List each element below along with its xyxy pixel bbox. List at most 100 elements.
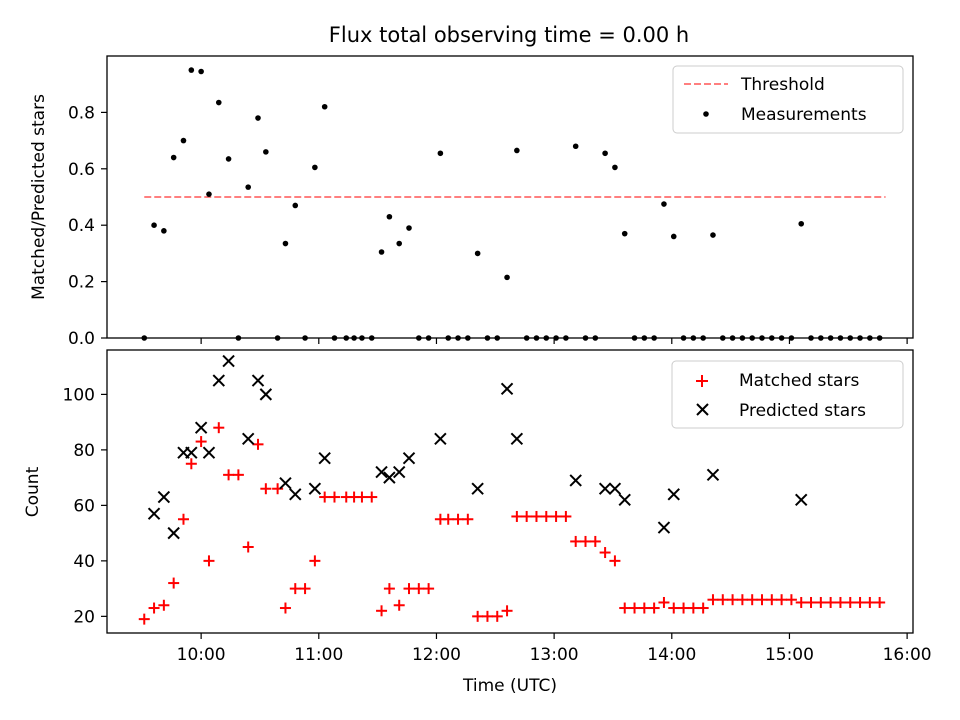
bottom-panel: 20 40 60 80 100 10:00 11:00 12:00 13:00 14:00 15:…	[23, 349, 932, 696]
measurement-point	[582, 335, 589, 341]
predicted-star-point	[608, 482, 622, 495]
predicted-star-point	[569, 474, 582, 487]
measurement-point	[255, 115, 261, 121]
matched-star-point	[328, 491, 340, 503]
matched-star-point	[844, 596, 856, 608]
matched-star-point	[795, 596, 807, 608]
matched-star-point	[232, 469, 244, 481]
measurement-point	[494, 335, 501, 341]
x-axis-label: Time (UTC)	[462, 676, 557, 696]
matched-star-point	[776, 594, 788, 606]
predicted-star-point	[289, 488, 302, 501]
measurement-point	[437, 150, 444, 157]
legend-measurements-label: Measurements	[741, 105, 867, 125]
matched-star-point	[289, 583, 301, 595]
bottom-x-axis: 10:00 11:00 12:00 13:00 14:00 15:00 16:00	[177, 633, 932, 665]
measurement-point	[386, 213, 393, 220]
predicted-star-point	[598, 482, 612, 495]
measurement-point	[700, 335, 706, 341]
matched-star-point	[223, 469, 235, 481]
matched-star-point	[138, 613, 150, 625]
matched-star-point	[785, 594, 797, 606]
measurement-point	[425, 335, 432, 341]
measurement-point	[455, 335, 461, 341]
bottom-legend-frame	[671, 360, 904, 429]
matched-star-point	[521, 510, 533, 522]
matched-star-point	[168, 577, 180, 589]
measurement-point	[396, 240, 402, 247]
measurement-point	[690, 335, 697, 341]
measurement-point	[739, 335, 746, 341]
matched-star-point	[462, 513, 474, 525]
predicted-star-point	[375, 465, 388, 479]
legend-matched-swatch	[696, 375, 708, 387]
matched-star-point	[756, 594, 768, 606]
measurement-point	[778, 335, 785, 341]
measurement-point	[151, 222, 157, 228]
measurement-point	[282, 240, 289, 247]
legend-threshold-label: Threshold	[740, 75, 825, 95]
matched-star-point	[550, 510, 562, 522]
legend-matched-label: Matched stars	[739, 371, 859, 391]
measurement-point	[465, 335, 471, 341]
predicted-star-point	[202, 446, 216, 459]
measurement-point	[867, 335, 873, 341]
measurement-point	[523, 335, 530, 341]
measurement-point	[563, 335, 569, 341]
predicted-star-point	[318, 451, 331, 465]
measurement-point	[749, 335, 755, 341]
measurement-point	[592, 335, 599, 341]
matched-star-point	[864, 596, 876, 608]
chart-title: Flux total observing time = 0.00 h	[329, 23, 689, 47]
measurement-point	[263, 149, 269, 155]
measurement-point	[621, 230, 628, 237]
measurement-point	[602, 150, 608, 157]
matched-star-point	[707, 594, 719, 606]
measurement-point	[808, 335, 814, 341]
matched-star-point	[648, 602, 660, 614]
measurement-point	[235, 335, 242, 341]
top-y-axis: 0.0 0.2 0.4 0.6 0.8	[68, 103, 107, 349]
top-plot-area	[141, 67, 886, 341]
matched-star-point	[825, 596, 837, 608]
x-tick-label: 16:00	[883, 645, 932, 665]
matched-star-point	[638, 602, 650, 614]
predicted-star-point	[194, 421, 208, 434]
measurement-point	[729, 335, 736, 341]
measurement-point	[206, 191, 212, 197]
x-tick-label: 15:00	[765, 645, 814, 665]
measurement-point	[661, 201, 667, 207]
matched-star-point	[560, 510, 572, 522]
top-y-axis-label: Matched/Predicted stars	[29, 94, 49, 300]
matched-star-point	[658, 596, 670, 608]
matched-star-point	[393, 599, 405, 611]
predicted-star-point	[402, 451, 416, 465]
matched-star-point	[589, 535, 601, 547]
matched-star-point	[383, 583, 395, 595]
measurement-point	[406, 225, 412, 231]
bottom-y-axis: 20 40 60 80 100	[63, 385, 107, 627]
matched-star-point	[177, 513, 189, 525]
measurement-point	[359, 335, 365, 341]
measurement-point	[514, 147, 520, 154]
matched-star-point	[442, 513, 454, 525]
predicted-star-point	[510, 432, 524, 445]
legend-predicted-label: Predicted stars	[739, 401, 866, 421]
predicted-star-point	[147, 507, 161, 520]
measurement-point	[818, 335, 824, 341]
measurement-point	[651, 335, 657, 341]
matched-star-point	[540, 510, 552, 522]
measurement-point	[161, 228, 167, 234]
matched-star-point	[452, 513, 464, 525]
measurement-point	[680, 335, 687, 341]
matched-star-point	[366, 491, 378, 503]
matched-star-point	[481, 610, 493, 622]
matched-star-point	[580, 535, 592, 547]
matched-star-point	[717, 594, 729, 606]
top-legend-frame	[672, 65, 904, 134]
predicted-star-point	[241, 432, 255, 445]
measurement-point	[474, 250, 481, 257]
measurement-point	[788, 335, 795, 341]
predicted-star-point	[259, 388, 273, 401]
